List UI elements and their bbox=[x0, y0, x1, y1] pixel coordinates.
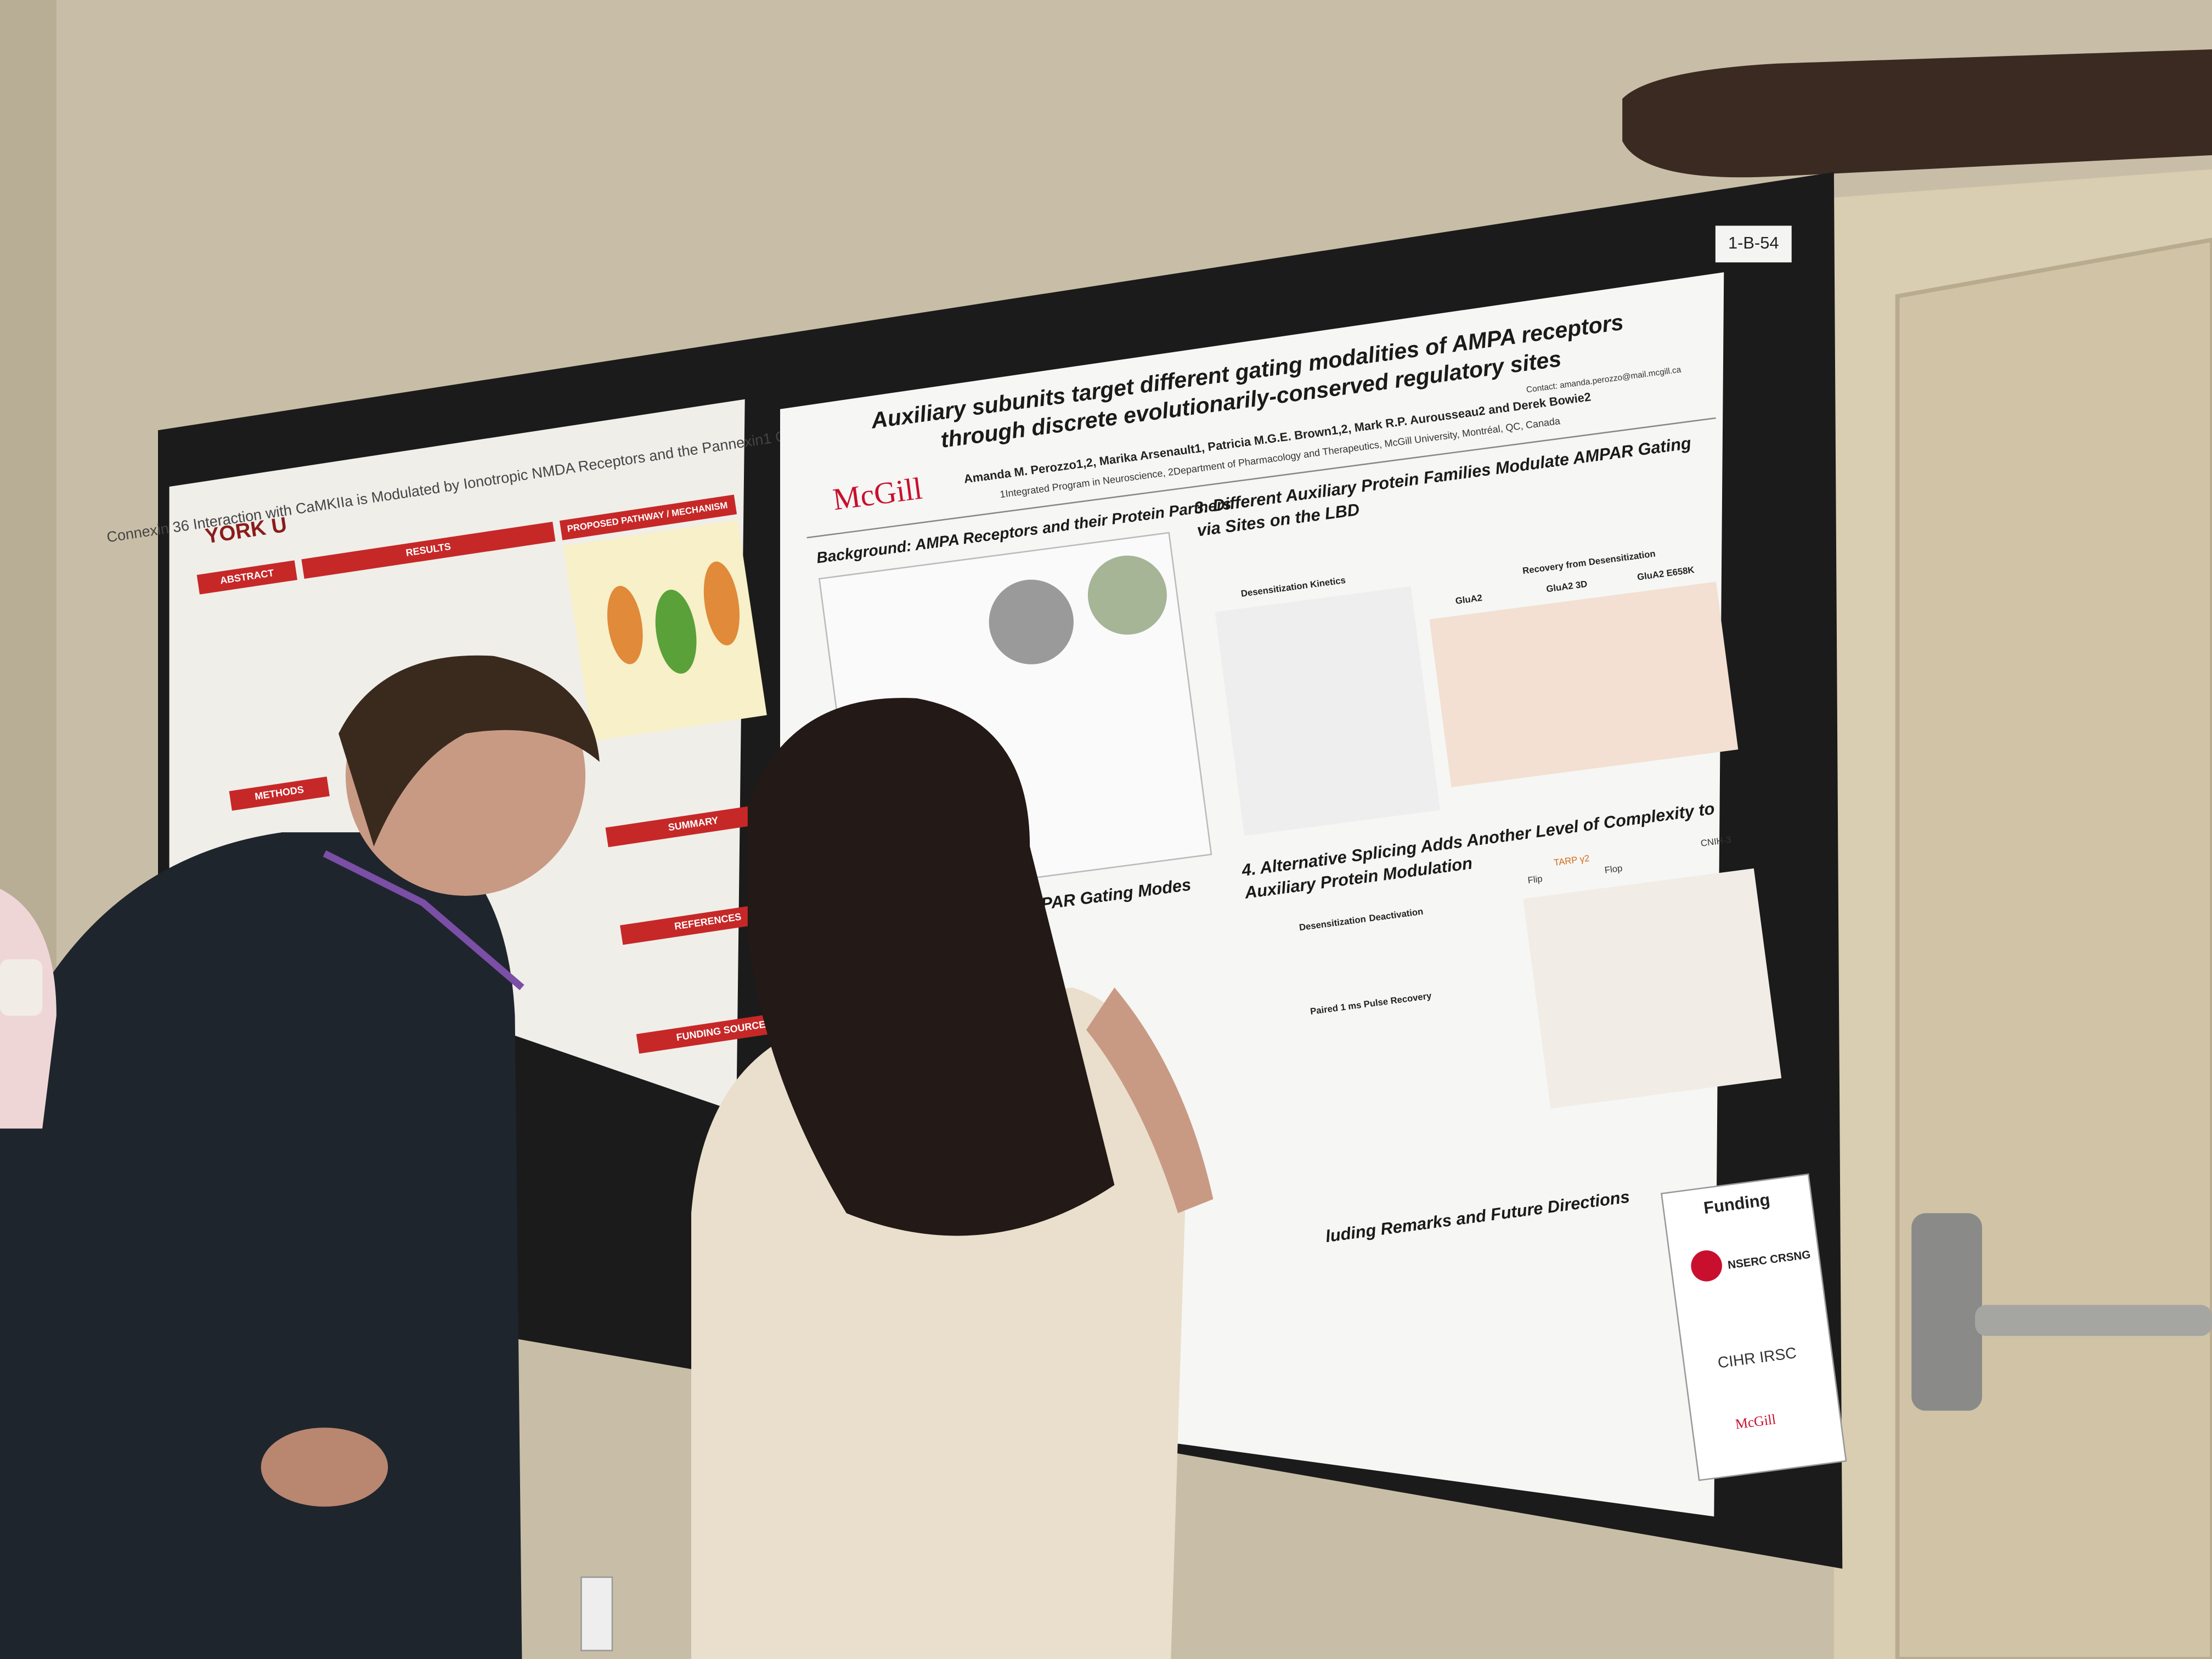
lanyard bbox=[323, 850, 524, 990]
left-section-bar bbox=[196, 560, 298, 595]
woman-hair bbox=[747, 698, 1115, 1236]
door bbox=[1895, 238, 2212, 1659]
panel-label: Flip bbox=[1527, 873, 1543, 885]
coffee-cup bbox=[0, 959, 43, 1016]
woman-arm bbox=[1086, 988, 1214, 1214]
panel-label: Flop bbox=[1604, 863, 1623, 876]
left-section-bar bbox=[605, 802, 783, 848]
nserc-logo bbox=[1691, 1250, 1722, 1282]
outlet bbox=[580, 1576, 613, 1651]
trace-figure bbox=[1429, 582, 1739, 787]
left-channel-icon bbox=[703, 561, 740, 646]
left-section-bar bbox=[229, 776, 330, 811]
trace-figure bbox=[1215, 586, 1441, 836]
board-number: 1-B-54 bbox=[1728, 233, 1779, 252]
left-channel-icon bbox=[607, 585, 643, 664]
protein-structure bbox=[989, 579, 1074, 664]
protein-structure bbox=[1087, 555, 1167, 635]
left-poster-content: YORK U Connexin 36 Interaction with CaMK… bbox=[105, 421, 831, 1054]
man-hands bbox=[261, 1427, 388, 1507]
door-push-bar bbox=[1975, 1305, 2212, 1336]
splicing-figure bbox=[1523, 868, 1782, 1109]
board-tag bbox=[1715, 225, 1792, 263]
divider bbox=[806, 417, 1716, 539]
door-handle-plate bbox=[1911, 1213, 1982, 1411]
left-section-bar bbox=[559, 494, 737, 540]
man-hair bbox=[338, 655, 600, 847]
left-section-bar bbox=[301, 522, 556, 579]
wall-pipe bbox=[1622, 49, 2212, 178]
man-shirt bbox=[0, 832, 522, 1659]
left-channel-icon bbox=[655, 589, 697, 674]
